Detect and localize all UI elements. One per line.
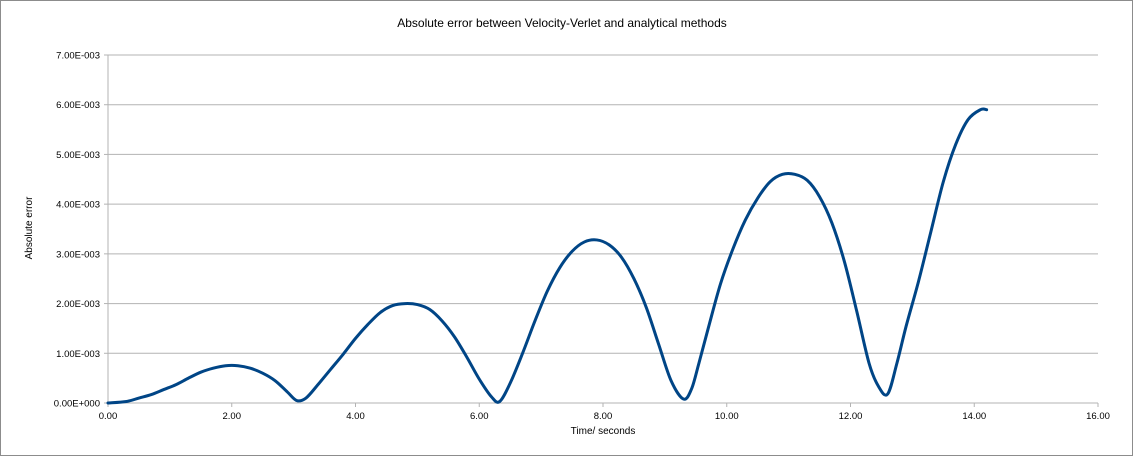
x-tick-label: 12.00 xyxy=(839,411,863,422)
axes xyxy=(104,54,1099,407)
x-axis-label: Time/ seconds xyxy=(571,426,636,437)
x-tick-label: 0.00 xyxy=(99,411,118,422)
y-axis-label: Absolute error xyxy=(24,196,35,259)
x-tick-label: 16.00 xyxy=(1086,411,1110,422)
y-tick-label: 4.00E-003 xyxy=(56,200,100,211)
series-layer xyxy=(106,107,989,405)
x-tick-label: 4.00 xyxy=(346,411,365,422)
y-tick-label: 6.00E-003 xyxy=(56,100,100,111)
x-tick-label: 10.00 xyxy=(715,411,739,422)
series-line-0 xyxy=(106,107,989,405)
y-tick-label: 1.00E-003 xyxy=(56,349,100,360)
grid-lines xyxy=(108,54,1098,354)
x-tick-label: 8.00 xyxy=(594,411,613,422)
y-tick-label: 0.00E+000 xyxy=(54,399,100,410)
y-tick-label: 3.00E-003 xyxy=(56,249,100,260)
y-tick-label: 5.00E-003 xyxy=(56,150,100,161)
x-tick-label: 2.00 xyxy=(223,411,242,422)
x-tick-label: 6.00 xyxy=(470,411,489,422)
y-tick-labels: 0.00E+000 1.00E-003 2.00E-003 3.00E-003 4.00… xyxy=(54,51,100,410)
y-tick-label: 7.00E-003 xyxy=(56,51,100,62)
y-tick-label: 2.00E-003 xyxy=(56,299,100,310)
x-tick-labels: 0.00 2.00 4.00 6.00 8.00 10.00 12.00 14.00 16.00 xyxy=(99,411,1110,422)
chart-title: Absolute error between Velocity-Verlet a… xyxy=(397,16,727,30)
x-tick-label: 14.00 xyxy=(962,411,986,422)
